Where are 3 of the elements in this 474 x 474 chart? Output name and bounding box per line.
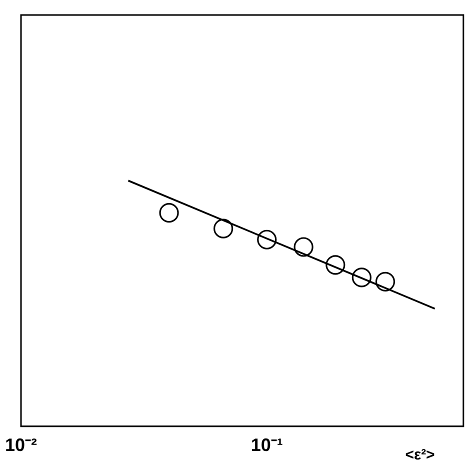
x-axis-title: <ε²> — [405, 446, 436, 464]
x-tick-label: 10⁻² — [4, 435, 38, 456]
x-tick-label: 10⁻¹ — [250, 435, 283, 456]
